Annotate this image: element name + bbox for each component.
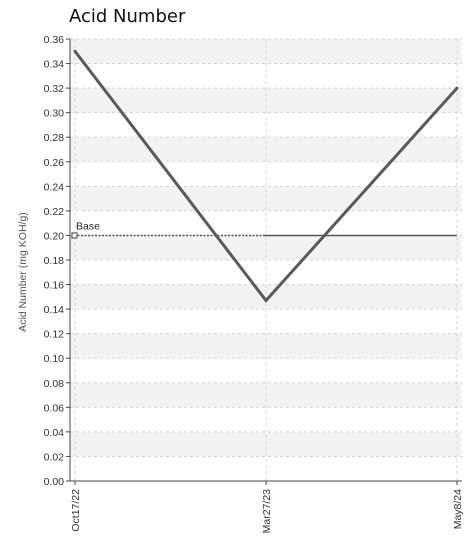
y-tick-label: 0.34 [44,59,65,71]
x-tick-label: Oct17/22 [70,489,82,532]
x-tick-labels: Oct17/22 Mar27/23 May8/24 [70,489,464,534]
data-point [455,86,459,90]
series [73,49,459,303]
gridlines [70,38,462,482]
y-tick-label: 0.00 [44,476,65,488]
baseline-marker [71,232,78,239]
chart-title: Acid Number [69,6,186,27]
y-tick-label: 0.32 [44,83,65,95]
data-point [73,49,77,53]
baseline-label: Base [76,220,100,232]
y-tick-label: 0.28 [44,132,65,144]
y-tick-label: 0.16 [44,280,65,292]
x-tick-label: Mar27/23 [261,489,273,534]
y-tick-label: 0.04 [44,427,65,439]
y-tick-label: 0.36 [44,34,65,46]
y-tick-label: 0.14 [44,304,65,316]
y-tick-label: 0.18 [44,255,65,267]
y-tick-label: 0.06 [44,402,65,414]
y-tick-label: 0.12 [44,329,65,341]
y-tick-label: 0.30 [44,108,65,120]
y-tick-label: 0.20 [44,230,65,242]
y-tick-label: 0.08 [44,378,65,390]
x-tick-label: May8/24 [452,489,464,529]
data-point [264,299,268,303]
y-axis-label: Acid Number (mg KOH/g) [17,212,29,332]
baseline: Base [71,220,457,239]
y-tick-label: 0.24 [44,181,65,193]
y-tick-label: 0.10 [44,353,65,365]
y-tick-label: 0.26 [44,157,65,169]
y-tick-label: 0.22 [44,206,65,218]
y-tick-label: 0.02 [44,451,65,463]
y-tick-labels: 0.00 0.02 0.04 0.06 0.08 0.10 0.12 0.14 0.16 0.18… [44,34,65,488]
axes [66,38,462,485]
